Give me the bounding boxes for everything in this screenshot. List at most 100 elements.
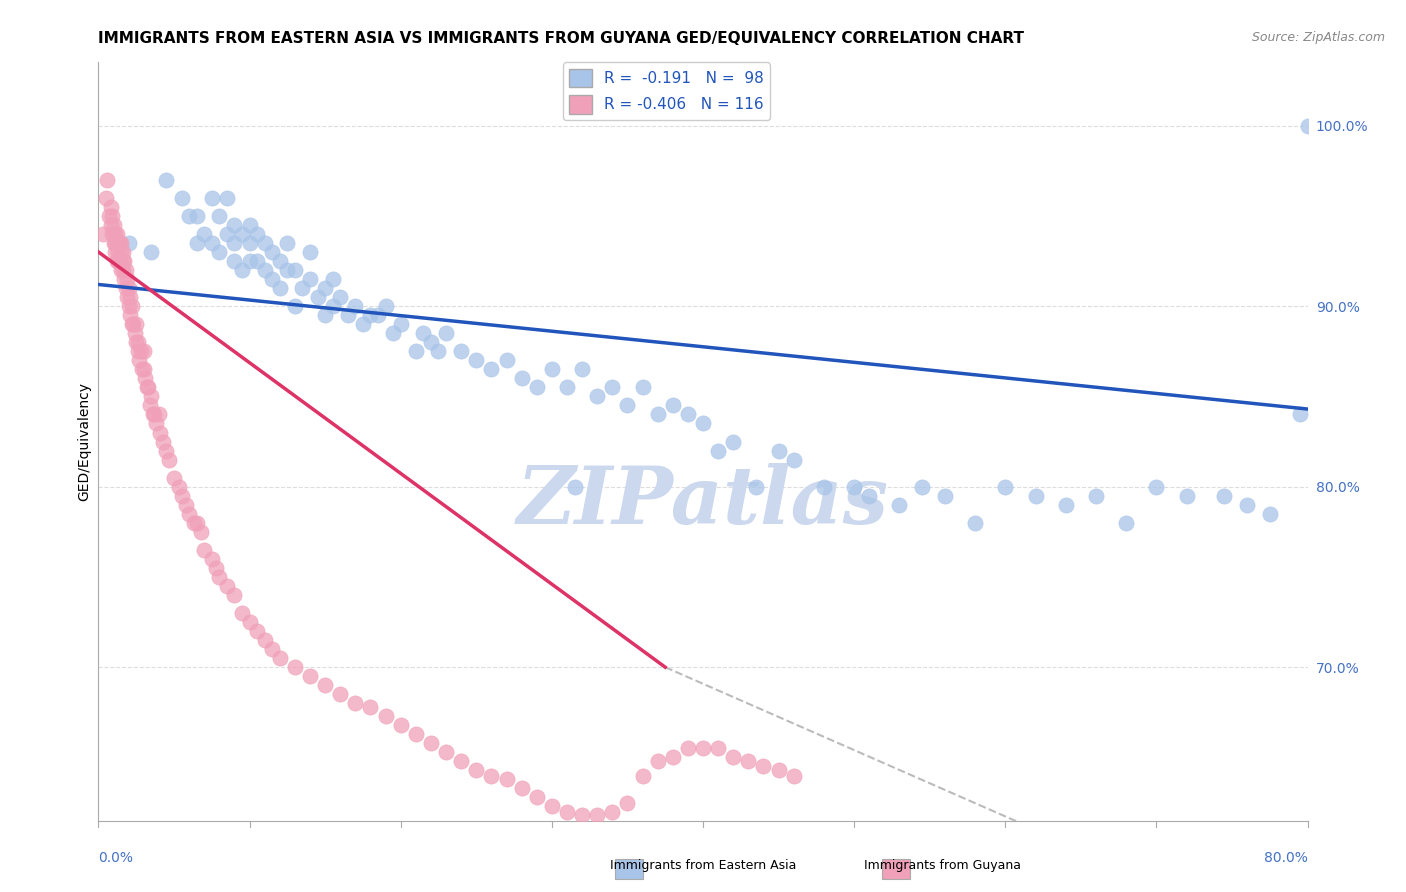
Point: [231, 263, 253, 277]
Point: [1236, 498, 1258, 512]
Point: [389, 317, 412, 331]
Point: [112, 272, 135, 286]
Point: [107, 254, 129, 268]
Point: [141, 389, 163, 403]
Point: [911, 480, 934, 494]
Point: [107, 235, 129, 250]
Point: [602, 380, 624, 394]
Point: [101, 227, 124, 241]
Point: [367, 308, 389, 322]
Point: [148, 408, 170, 422]
Point: [128, 353, 150, 368]
Point: [647, 408, 669, 422]
Point: [170, 489, 193, 503]
Point: [336, 308, 359, 322]
Point: [98, 209, 121, 223]
Point: [450, 344, 472, 359]
Legend: R =  -0.191   N =  98, R = -0.406   N = 116: R = -0.191 N = 98, R = -0.406 N = 116: [564, 62, 770, 120]
Point: [262, 272, 284, 286]
Point: [374, 299, 396, 313]
Point: [586, 808, 609, 822]
Point: [111, 263, 134, 277]
Point: [179, 209, 201, 223]
Point: [224, 218, 246, 232]
Point: [276, 235, 298, 250]
Point: [571, 362, 593, 376]
Point: [127, 335, 149, 350]
Point: [105, 235, 128, 250]
Point: [104, 227, 127, 241]
Point: [262, 642, 284, 657]
Point: [692, 417, 714, 431]
Point: [111, 254, 134, 268]
Point: [155, 443, 177, 458]
Point: [100, 200, 122, 214]
Point: [858, 489, 880, 503]
Point: [239, 235, 262, 250]
Point: [564, 480, 586, 494]
Point: [434, 326, 457, 341]
Point: [139, 399, 162, 413]
Point: [110, 235, 132, 250]
Point: [465, 763, 488, 777]
Bar: [883, 859, 911, 879]
Point: [224, 588, 246, 602]
Point: [118, 281, 141, 295]
Point: [135, 380, 157, 394]
Point: [723, 750, 745, 764]
Point: [1144, 480, 1167, 494]
Point: [108, 254, 131, 268]
Point: [307, 290, 329, 304]
Point: [190, 524, 212, 539]
Point: [707, 443, 730, 458]
Point: [1175, 489, 1198, 503]
Point: [208, 244, 231, 259]
Point: [344, 696, 367, 710]
Point: [108, 235, 131, 250]
Point: [360, 700, 382, 714]
Point: [314, 308, 336, 322]
Point: [284, 299, 307, 313]
Point: [132, 344, 155, 359]
Bar: [616, 859, 644, 879]
Point: [889, 498, 911, 512]
Point: [322, 299, 344, 313]
Point: [115, 290, 138, 304]
Point: [107, 244, 129, 259]
Point: [121, 299, 143, 313]
Point: [768, 763, 790, 777]
Point: [1289, 408, 1312, 422]
Point: [427, 344, 450, 359]
Point: [965, 516, 987, 530]
Text: 80.0%: 80.0%: [1264, 851, 1308, 865]
Point: [420, 736, 443, 750]
Point: [246, 254, 269, 268]
Point: [127, 344, 149, 359]
Point: [104, 235, 127, 250]
Point: [555, 805, 578, 819]
Point: [186, 235, 208, 250]
Point: [142, 408, 165, 422]
Point: [269, 651, 291, 665]
Point: [125, 317, 148, 331]
Point: [152, 434, 174, 449]
Point: [208, 209, 231, 223]
Point: [661, 750, 683, 764]
Point: [352, 317, 374, 331]
Point: [125, 335, 148, 350]
Point: [495, 353, 517, 368]
Text: ZIPatlas: ZIPatlas: [517, 464, 889, 541]
Point: [329, 290, 352, 304]
Point: [262, 244, 284, 259]
Point: [299, 244, 322, 259]
Point: [1213, 489, 1236, 503]
Point: [481, 768, 503, 782]
Point: [783, 768, 806, 782]
Point: [752, 759, 775, 773]
Point: [412, 326, 434, 341]
Point: [540, 799, 562, 814]
Point: [676, 408, 699, 422]
Point: [145, 417, 167, 431]
Point: [329, 687, 352, 701]
Point: [676, 741, 699, 756]
